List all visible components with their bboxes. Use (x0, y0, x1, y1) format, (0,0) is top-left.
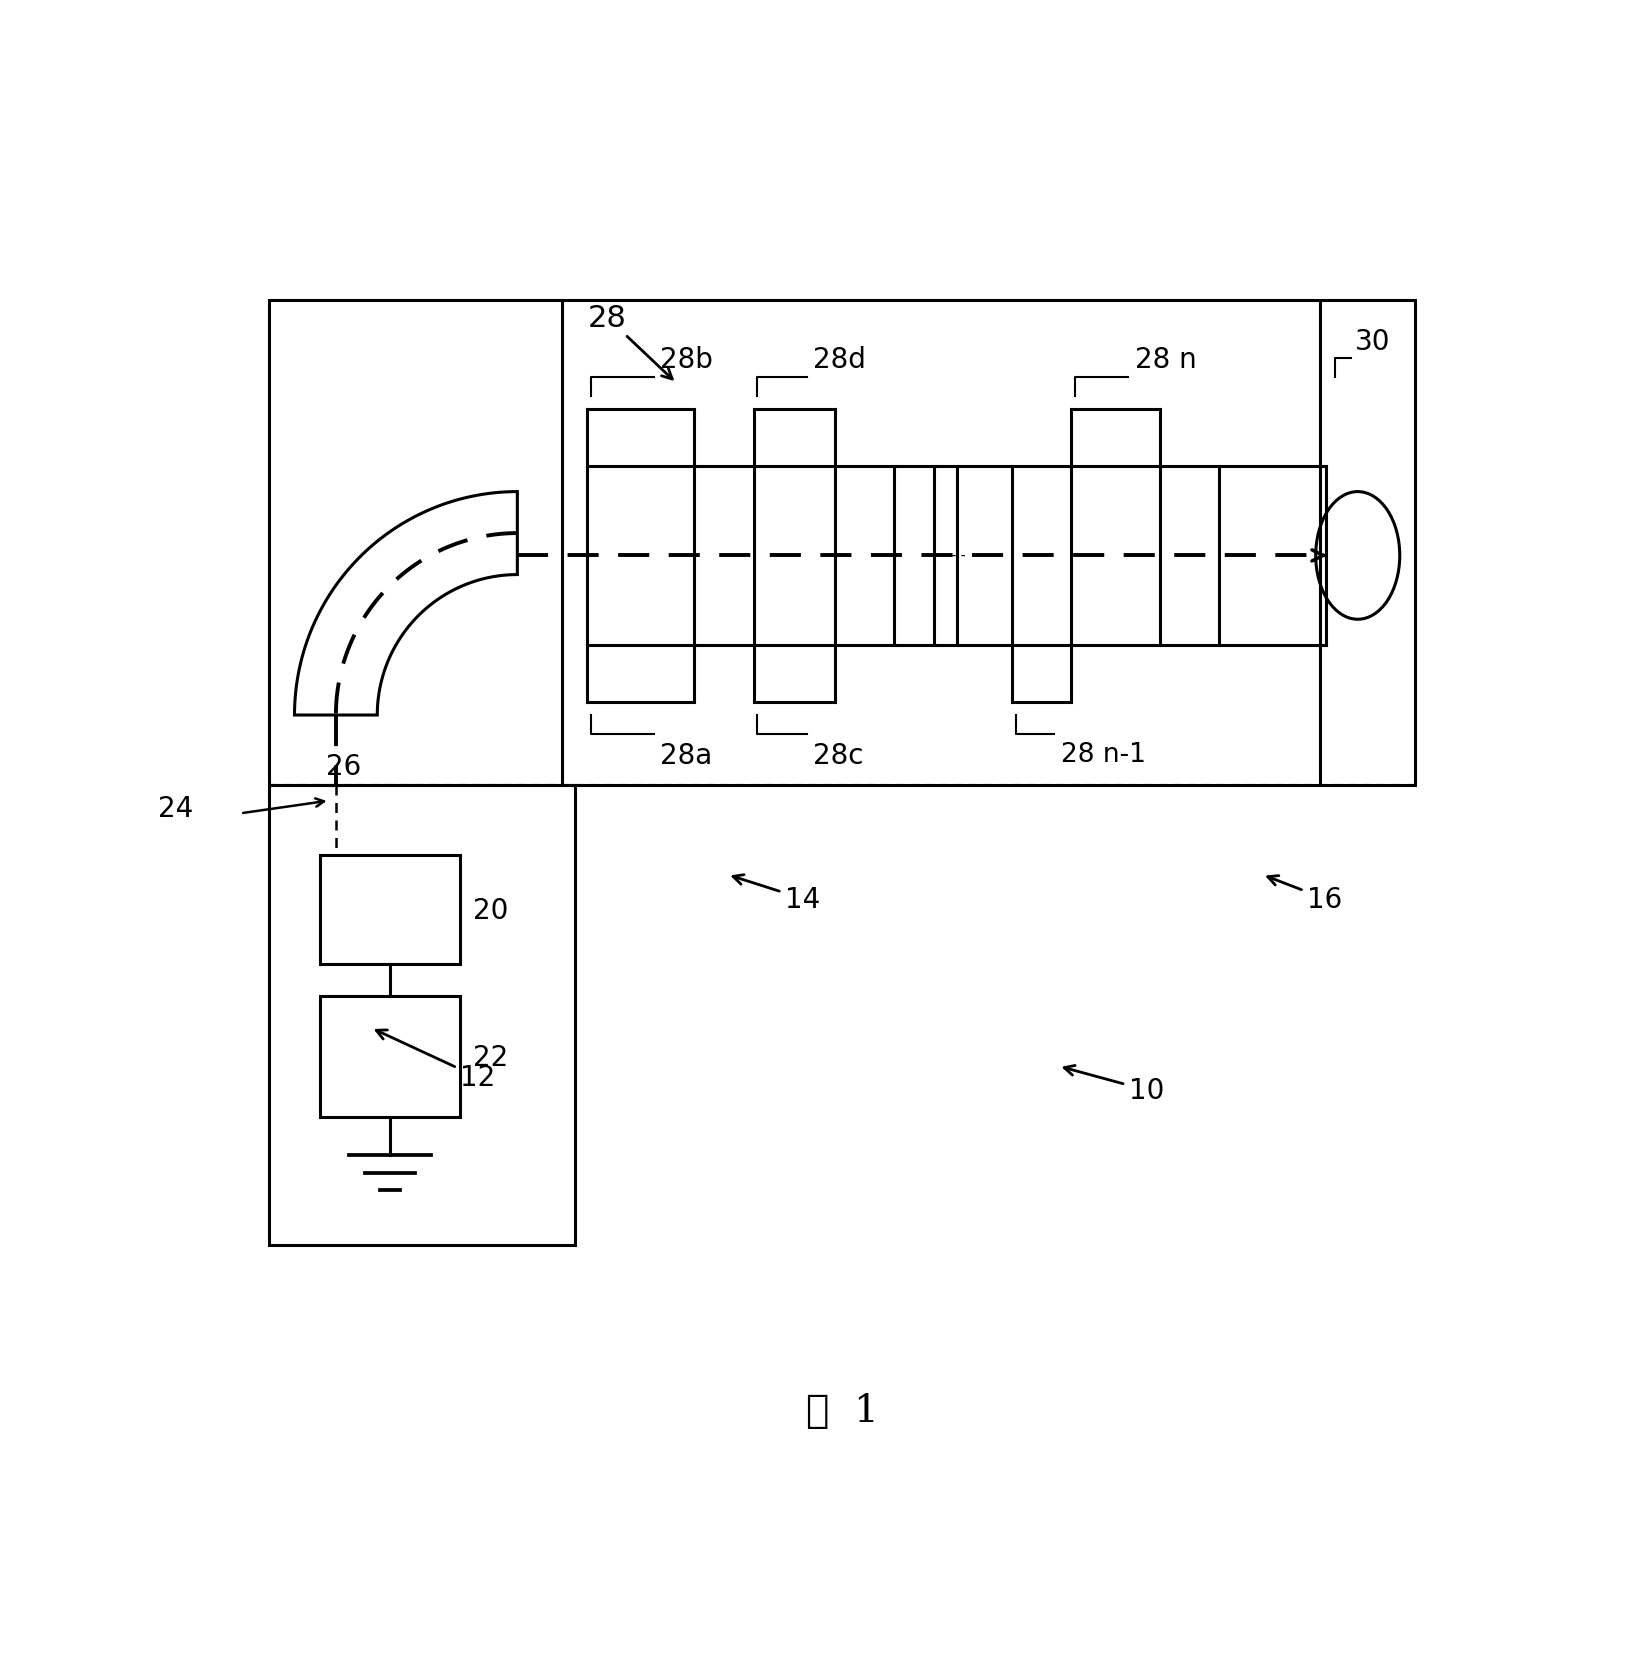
Text: 20: 20 (473, 896, 508, 925)
Bar (269, 785, 575, 1244)
Bar (320, 857, 460, 964)
Text: 28: 28 (588, 303, 672, 379)
Text: 28b: 28b (660, 346, 713, 373)
Bar (269, 302, 1415, 785)
Text: 图  1: 图 1 (805, 1392, 879, 1430)
Text: 12: 12 (376, 1031, 495, 1092)
Text: 28d: 28d (813, 346, 866, 373)
Text: 28c: 28c (813, 741, 864, 769)
Bar (588, 467, 1326, 646)
Bar (320, 996, 460, 1117)
Text: 28 n-1: 28 n-1 (1061, 741, 1145, 767)
Text: 28a: 28a (660, 741, 713, 769)
Text: 26: 26 (327, 752, 361, 780)
Text: 14: 14 (733, 875, 820, 913)
Text: 24: 24 (158, 795, 192, 824)
Text: 10: 10 (1065, 1065, 1163, 1104)
Text: 22: 22 (473, 1042, 508, 1070)
Text: 16: 16 (1268, 877, 1342, 913)
Text: 28 n: 28 n (1135, 346, 1196, 373)
Text: 30: 30 (1355, 328, 1390, 356)
Text: - - - -: - - - - (933, 548, 966, 563)
